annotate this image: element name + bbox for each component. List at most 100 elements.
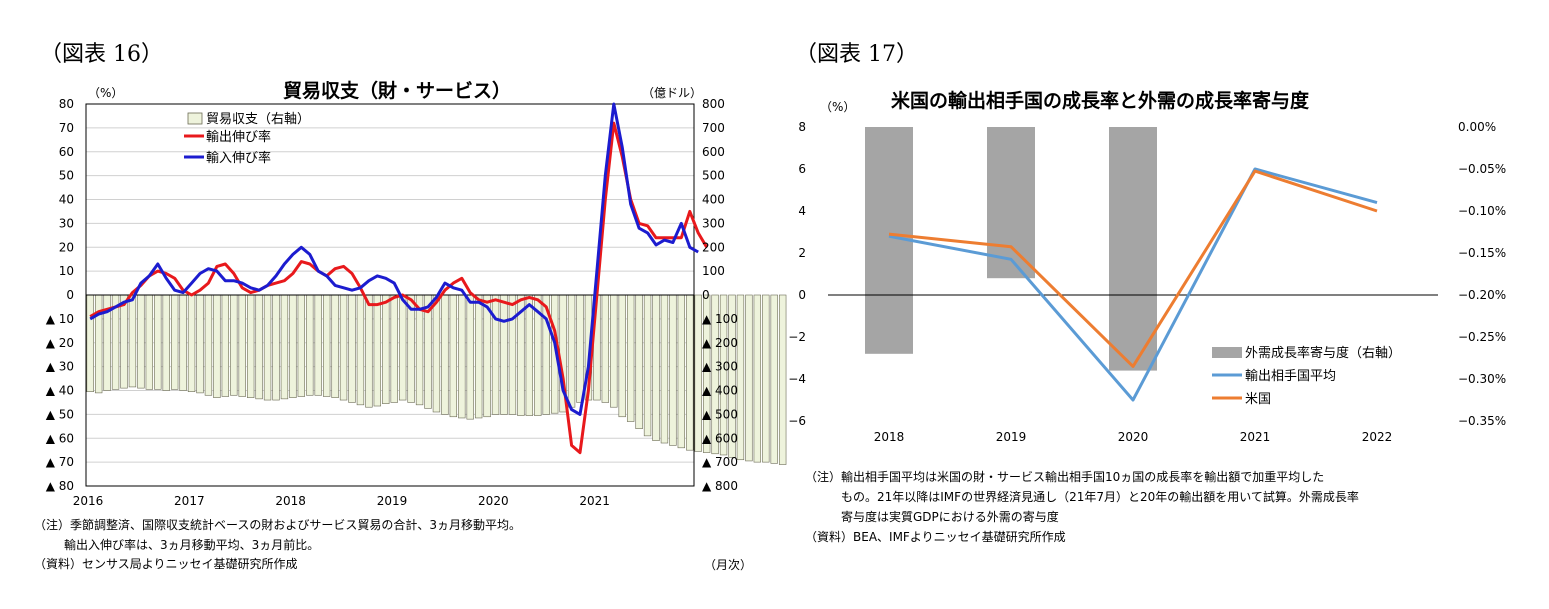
right-axis-tick-label: 600 xyxy=(702,145,725,159)
trade-balance-bar xyxy=(314,294,322,396)
trade-balance-bar xyxy=(728,294,736,458)
left-axis-tick-label: ▲ 10 xyxy=(46,312,74,326)
right-axis-tick-label: ▲ 800 xyxy=(702,479,738,493)
trade-balance-bar xyxy=(365,294,373,408)
trade-balance-bar xyxy=(576,294,584,403)
trade-balance-bar xyxy=(187,294,196,392)
legend-swatch-external-demand xyxy=(1212,347,1242,358)
external-demand-bar xyxy=(1109,127,1157,371)
left-axis-tick-label: 10 xyxy=(59,264,74,278)
figure-16-title: 貿易収支（財・サービス） xyxy=(283,80,512,102)
right-axis-tick-label: 500 xyxy=(702,169,725,183)
figure-17-left-unit: （%） xyxy=(820,100,856,114)
left-axis-tick-label: 80 xyxy=(59,97,74,111)
left-axis-tick-label: 20 xyxy=(59,240,74,254)
trade-balance-bar xyxy=(466,294,474,420)
trade-balance-bar xyxy=(145,294,154,390)
left-axis-tick-label: ▲ 40 xyxy=(46,384,74,398)
left-axis-tick-label: −6 xyxy=(788,414,806,428)
trade-balance-bar xyxy=(567,294,576,408)
left-axis-tick-label: ▲ 30 xyxy=(46,360,74,374)
left-axis-tick-label: 2 xyxy=(798,246,806,260)
partner-average-line xyxy=(888,167,1378,402)
x-axis-category-label: 2019 xyxy=(996,430,1027,444)
trade-balance-bar xyxy=(711,294,719,455)
trade-balance-bar xyxy=(331,294,339,398)
left-axis-tick-label: 60 xyxy=(59,145,74,159)
trade-balance-bar xyxy=(474,294,483,419)
trade-balance-bar xyxy=(280,294,289,400)
trade-balance-bar xyxy=(626,294,635,422)
figure-16-note-2: 輸出入伸び率は、3ヵ月移動平均、3ヵ月前比。 xyxy=(64,538,320,552)
left-axis-tick-label: −2 xyxy=(788,330,806,344)
legend-label-external-demand: 外需成長率寄与度（右軸） xyxy=(1245,345,1401,361)
trade-balance-bar xyxy=(702,294,711,453)
figure-16-period-unit: （月次） xyxy=(704,558,753,572)
right-axis-tick-label: −0.20% xyxy=(1458,288,1506,302)
x-axis-tick-label: 2020 xyxy=(478,494,509,508)
left-axis-tick-label: 0 xyxy=(798,288,806,302)
trade-balance-bar xyxy=(128,294,137,388)
trade-balance-bar xyxy=(508,294,517,415)
trade-balance-bar xyxy=(669,294,677,446)
trade-balance-bar xyxy=(272,294,280,401)
right-axis-tick-label: ▲ 600 xyxy=(702,431,738,445)
trade-balance-bar xyxy=(610,294,618,408)
left-axis-tick-label: ▲ 70 xyxy=(46,455,74,469)
right-axis-tick-label: 200 xyxy=(702,240,725,254)
figure-17-note-1: （注）輸出相手国平均は米国の財・サービス輸出相手国10ヵ国の成長率を輸出額で加重… xyxy=(805,470,1325,484)
right-axis-tick-label: 100 xyxy=(702,264,725,278)
right-axis-tick-label: ▲ 100 xyxy=(702,312,738,326)
figure-16-right-unit: （億ドル） xyxy=(642,86,703,100)
trade-balance-bar xyxy=(753,294,762,463)
left-axis-tick-label: ▲ 60 xyxy=(46,431,74,445)
right-axis-tick-label: 0.00% xyxy=(1458,120,1496,134)
trade-balance-bar xyxy=(86,294,94,392)
us-line xyxy=(888,169,1378,368)
left-axis-tick-label: 0 xyxy=(66,288,74,302)
right-axis-tick-label: −0.05% xyxy=(1458,162,1506,176)
trade-balance-bar xyxy=(770,294,778,464)
figure-16-note-1: （注）季節調整済、国際収支統計ベースの財およびサービス貿易の合計、3ヵ月移動平均… xyxy=(34,518,522,532)
trade-balance-bar xyxy=(356,294,365,406)
right-axis-tick-label: −0.35% xyxy=(1458,414,1506,428)
legend-label-trade-balance: 貿易収支（右軸） xyxy=(206,112,310,127)
trade-balance-bar xyxy=(339,294,348,401)
figure-17-note-2: もの。21年以降はIMFの世界経済見通し（21年7月）と20年の輸出額を用いて試… xyxy=(841,490,1359,504)
trade-balance-bar xyxy=(137,294,145,389)
trade-balance-bar xyxy=(154,294,162,390)
legend-label-import: 輸入伸び率 xyxy=(206,150,271,166)
trade-balance-bar xyxy=(677,294,686,449)
right-axis-tick-label: −0.25% xyxy=(1458,330,1506,344)
x-axis-tick-label: 2017 xyxy=(174,494,205,508)
left-axis-tick-label: 6 xyxy=(798,162,806,176)
trade-balance-bar xyxy=(196,294,204,394)
x-axis-tick-label: 2018 xyxy=(275,494,306,508)
trade-balance-bar xyxy=(322,294,331,397)
left-axis-tick-label: 40 xyxy=(59,193,74,207)
x-axis-category-label: 2022 xyxy=(1362,430,1393,444)
trade-balance-bar xyxy=(643,294,652,437)
trade-balance-bar xyxy=(204,294,213,396)
figure-16-left-unit: （%） xyxy=(88,86,124,100)
trade-balance-bar xyxy=(382,294,390,404)
trade-balance-bar xyxy=(432,294,441,413)
trade-balance-bar xyxy=(618,294,626,418)
trade-balance-bar xyxy=(736,294,745,461)
right-axis-tick-label: 800 xyxy=(702,97,725,111)
trade-balance-bar xyxy=(686,294,694,451)
figure-17-source: （資料）BEA、IMFよりニッセイ基礎研究所作成 xyxy=(805,530,1066,544)
import-growth-line xyxy=(89,102,699,416)
left-axis-tick-label: 70 xyxy=(59,121,74,135)
legend-label-partner: 輸出相手国平均 xyxy=(1245,369,1336,384)
figure-16-source: （資料）センサス局よりニッセイ基礎研究所作成 xyxy=(34,557,298,571)
trade-balance-bar xyxy=(221,294,230,397)
export-growth-line xyxy=(89,121,708,455)
left-axis-tick-label: 50 xyxy=(59,169,74,183)
trade-balance-bar xyxy=(660,294,669,444)
x-axis-category-label: 2021 xyxy=(1240,430,1271,444)
figure-17-title: 米国の輸出相手国の成長率と外需の成長率寄与度 xyxy=(891,90,1310,112)
figure-16-panel: （図表 16） 貿易収支（財・サービス） （%） （億ドル） 80 70 60 50 4… xyxy=(34,42,787,572)
trade-balance-bar xyxy=(120,294,128,389)
trade-balance-bar xyxy=(458,294,466,419)
